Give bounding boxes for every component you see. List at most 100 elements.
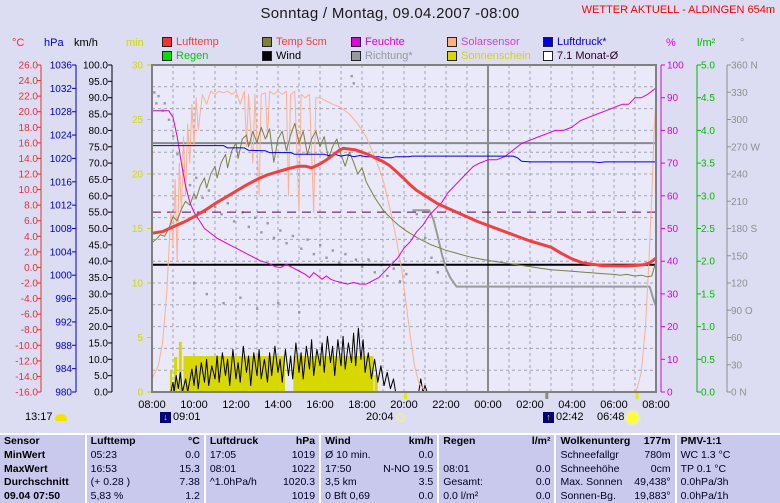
cell-value: °C <box>188 435 200 447</box>
axis-tick-label: 0.5 <box>701 355 715 366</box>
axis-tick-label: 10.0 <box>89 355 109 366</box>
cell-label: 16:53 <box>90 462 117 475</box>
axis-tick-label: 30 <box>132 61 144 72</box>
legend-item-temp-5cm[interactable]: Temp 5cm <box>262 36 327 48</box>
axis-tick-label: 0 <box>667 388 673 399</box>
legend-item-wind[interactable]: Wind <box>262 50 301 62</box>
table-header-row: Lufttemp °C <box>87 435 204 449</box>
direction-dot <box>367 258 370 261</box>
axis-tick-label: 80.0 <box>89 126 109 137</box>
legend-swatch <box>447 51 457 61</box>
axis-tick-label: 18.0 <box>19 123 39 134</box>
cell-label: 17:05 <box>209 448 237 461</box>
time-axis-label: 14:00 <box>264 399 292 411</box>
cell-label: Sensor <box>4 435 40 447</box>
axis-tick-label: 2.0 <box>701 257 715 268</box>
axis-unit-label: l/m² <box>697 37 716 49</box>
cell-label: Luftdruck <box>209 435 259 447</box>
marker-time: 06:48 <box>597 411 625 423</box>
direction-dot <box>430 256 433 259</box>
legend-label: Luftdruck* <box>557 36 607 48</box>
axis-tick-label: -12.0 <box>15 356 38 367</box>
axis-tick-label: -8.0 <box>21 325 39 336</box>
direction-dot <box>247 225 250 229</box>
legend-item-feuchte[interactable]: Feuchte <box>351 36 405 48</box>
axis-tick-label: 1008 <box>50 224 73 235</box>
sun-moon-marker: 06:48 <box>597 411 638 423</box>
axis-unit-label: km/h <box>74 37 98 49</box>
axis-tick-label: 40 <box>667 257 679 268</box>
axis-tick-label: 90 O <box>731 306 753 317</box>
axis-tick-label: 12.0 <box>19 170 39 181</box>
axis-tick-label: 8.0 <box>24 201 38 212</box>
direction-dot <box>172 134 175 138</box>
axis-tick-label: 60 <box>731 333 743 344</box>
axis-tick-label: 5.0 <box>701 61 715 72</box>
cell-label: 5,83 % <box>90 490 124 503</box>
cell-label: Lufttemp <box>90 435 136 447</box>
table-column-1: Lufttemp °C 05:23 0.0 16:53 15.3 (+ 0.28 ) 7.38… <box>86 435 204 503</box>
axis-tick-label: 10 <box>667 355 679 366</box>
axis-unit-label: % <box>666 37 676 49</box>
table-row: 08:01 0.0 <box>439 463 554 477</box>
direction-dot <box>272 236 276 239</box>
cell-value: km/h <box>408 435 434 447</box>
series-lufttemp <box>151 146 657 268</box>
axis-unit-label: ° <box>740 37 744 49</box>
legend-item-regen[interactable]: Regen <box>162 50 208 62</box>
direction-dot <box>354 258 358 261</box>
axis-tick-label: 1036 <box>50 61 73 72</box>
direction-dot <box>386 274 389 278</box>
direction-dot <box>352 82 355 85</box>
axis-tick-label: 10 <box>132 279 144 290</box>
table-row: 5,83 % 1.2 <box>87 490 204 503</box>
time-axis-label: 12:00 <box>222 399 250 411</box>
time-axis-label: 04:00 <box>558 399 586 411</box>
legend-item-lufttemp[interactable]: Lufttemp <box>162 36 219 48</box>
axis-tick-label: -10.0 <box>15 341 38 352</box>
cell-label: Durchschnitt <box>4 476 69 489</box>
table-row: Schneefallgr 780m <box>556 449 674 463</box>
table-row: Schneehöhe 0cm <box>556 463 674 477</box>
direction-dot <box>285 242 288 245</box>
sun-moon-marker: ↑ 02:42 <box>543 411 584 423</box>
legend-item-solarsensor[interactable]: Solarsensor <box>447 36 520 48</box>
axis-tick-label: 120 <box>731 279 748 290</box>
direction-dot <box>344 252 347 256</box>
axis-tick-label: 30 <box>667 289 679 300</box>
direction-dot <box>256 307 259 310</box>
legend-item-7-1-monat-[interactable]: 7.1 Monat-Ø <box>543 50 618 62</box>
cell-value: 0.0 <box>418 490 434 503</box>
cell-label: 05:23 <box>90 448 117 461</box>
legend-item-richtung-[interactable]: Richtung* <box>351 50 413 62</box>
cell-label: 08:01 <box>443 462 470 475</box>
axis-tick-label: 0 N <box>731 388 747 399</box>
weather-chart: 26.0 24.0 22.0 20.0 18.0 16.0 14.0 12.0 10.0 8.0 6… <box>12 37 760 411</box>
cell-label: 08:01 <box>209 462 237 475</box>
sun-icon <box>626 411 638 423</box>
station-brand-label: WETTER AKTUELL - ALDINGEN 654m <box>581 4 775 16</box>
direction-dot <box>337 262 341 265</box>
sun-moon-marker-row: 13:17 ↓ 09:01 20:04 ↑ 02:42 06:48 <box>0 411 780 427</box>
axis-tick-label: -14.0 <box>15 372 38 383</box>
table-row: (+ 0.28 ) 7.38 <box>87 476 204 490</box>
table-row: 0.0hPa/1h <box>677 490 780 503</box>
axis-tick-label: 5 <box>137 333 143 344</box>
table-column-3: Wind km/h Ø 10 min. 0.0 17:50 N-NO 19.5 3,5 km… <box>321 435 438 503</box>
table-row: 17:50 N-NO 19.5 <box>321 463 437 477</box>
axis-tick-label: 4.0 <box>701 126 715 137</box>
direction-dot <box>253 216 257 219</box>
direction-dot <box>205 292 208 296</box>
axis-tick-label: 1.5 <box>701 289 715 300</box>
legend-label: Lufttemp <box>176 36 219 48</box>
legend-swatch <box>447 37 457 47</box>
axis-tick-label: 35.0 <box>89 273 109 284</box>
legend-item-sonnenschein[interactable]: Sonnenschein <box>447 50 531 62</box>
legend-item-luftdruck-[interactable]: Luftdruck* <box>543 36 607 48</box>
table-row: ^1.0hPa/h 1020.3 <box>206 476 319 490</box>
cell-label: 0.0hPa/3h <box>680 476 729 489</box>
axis-tick-label: 270 W <box>731 142 760 153</box>
cell-value: 0cm <box>650 462 671 475</box>
axis-tick-label: 50.0 <box>89 224 109 235</box>
